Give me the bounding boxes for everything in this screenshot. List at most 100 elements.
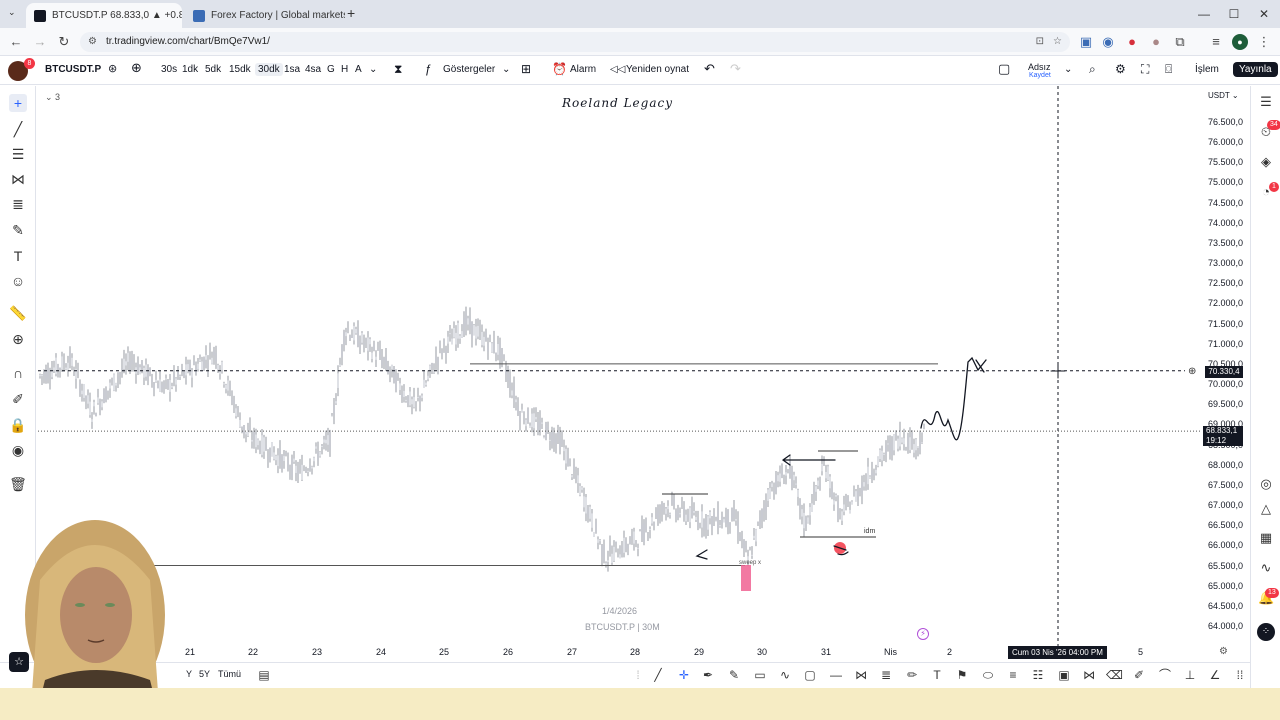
curve-tool-icon[interactable]: ⌒ (1158, 668, 1171, 682)
calendar-icon[interactable]: ▦ (1259, 530, 1273, 545)
apps-grid-icon[interactable]: ⁘ (1257, 623, 1275, 641)
event-lightning-icon[interactable]: ⚡ (917, 628, 929, 640)
trade-button[interactable]: İşlem (1195, 64, 1219, 75)
layout-save-label[interactable]: Kaydet (1029, 72, 1051, 79)
alarm-clock-icon[interactable]: ⏰ (552, 62, 567, 76)
angle-tool-icon[interactable]: ∠ (1209, 668, 1221, 682)
ellipse-tool-icon[interactable]: ⬭ (982, 668, 994, 682)
pulse-icon[interactable]: ∿ (1260, 560, 1272, 575)
interval-1dk[interactable]: 1dk (182, 64, 199, 75)
extensions-puzzle-icon[interactable]: ⧉ (1175, 34, 1185, 49)
layout-name[interactable]: Adsız (1028, 62, 1051, 72)
chevron-down-icon[interactable]: ⌄ (1064, 64, 1073, 75)
brush-icon[interactable]: ✎ (12, 222, 24, 238)
emoji-icon[interactable]: ☺ (10, 273, 26, 289)
currency-selector[interactable]: USDT ⌄ (1208, 91, 1239, 100)
quick-search-icon[interactable]: ⌕ (1089, 62, 1096, 76)
reload-icon[interactable]: ↻ (58, 34, 70, 49)
range-all[interactable]: Tümü (218, 669, 242, 679)
minimize-icon[interactable]: — (1198, 7, 1210, 21)
tab-search-icon[interactable]: ⌄ (8, 7, 16, 17)
crosshair-tool-icon[interactable]: ✛ (678, 668, 690, 682)
flag-tool-icon[interactable]: ⚑ (956, 668, 968, 682)
ideas-icon[interactable]: ◔ (1262, 184, 1270, 199)
symbol-search-button[interactable]: BTCUSDT.P (45, 64, 102, 75)
extension-icon[interactable]: ◉ (1102, 34, 1114, 49)
back-icon[interactable]: ← (9, 34, 23, 49)
browser-menu-icon[interactable]: ⋮ (1257, 34, 1271, 49)
warning-triangle-icon[interactable]: △ (1261, 501, 1271, 516)
visibility-eye-icon[interactable]: ◉ (11, 442, 25, 458)
zoom-in-icon[interactable]: ⊕ (12, 331, 24, 347)
undo-icon[interactable]: ↶ (704, 61, 715, 76)
candle-type-icon[interactable]: ⧗ (394, 62, 403, 76)
lock-drawing-mode-icon[interactable]: ✐ (12, 391, 24, 407)
layout-icon[interactable]: ▢ (998, 61, 1011, 76)
layers-icon[interactable]: ◈ (1261, 154, 1271, 169)
trendline-icon[interactable]: ╱ (13, 121, 23, 137)
replay-button[interactable]: Yeniden oynat (626, 64, 690, 75)
snapshot-camera-icon[interactable]: ⌼ (1165, 62, 1173, 76)
rectangle-tool-icon[interactable]: ▭ (754, 668, 766, 682)
forecast-tool-icon[interactable]: ☷ (1032, 668, 1044, 682)
ruler-icon[interactable]: 📏 (9, 305, 27, 321)
add-alert-plus-icon[interactable]: ⊕ (1188, 366, 1197, 377)
brush-tool-icon[interactable]: ✎ (728, 668, 740, 682)
fibonacci-icon[interactable]: ≣ (12, 196, 24, 212)
maximize-icon[interactable]: ☐ (1228, 7, 1240, 21)
fullscreen-icon[interactable]: ⛶ (1141, 62, 1150, 76)
pattern-tool-icon[interactable]: ⋈ (855, 668, 867, 682)
legend-collapse-toggle[interactable]: ⌄ 3 (45, 92, 61, 102)
highlighter-tool-icon[interactable]: ✐ (1133, 668, 1145, 682)
range-y[interactable]: Y (186, 669, 193, 679)
chevron-down-icon[interactable]: ⌄ (369, 64, 378, 75)
path-tool-icon[interactable]: ∿ (779, 668, 791, 682)
horizontal-lines-icon[interactable]: ☰ (11, 146, 25, 162)
tab-forex-factory[interactable]: Forex Factory | Global markets f ✕ (185, 3, 345, 28)
measure-tool-icon[interactable]: ⊥ (1184, 668, 1196, 682)
publish-button[interactable]: Yayınla (1233, 62, 1278, 77)
callout-tool-icon[interactable]: ▢ (804, 668, 816, 682)
favorites-star-icon[interactable]: ☆ (9, 652, 29, 672)
templates-icon[interactable]: ⊞ (521, 62, 532, 76)
user-avatar[interactable] (8, 61, 28, 81)
media-icon[interactable]: ≡ (1212, 34, 1220, 49)
indicators-button[interactable]: Göstergeler (443, 64, 496, 75)
horizontal-line-tool-icon[interactable]: — (830, 668, 842, 682)
indicators-icon[interactable]: ƒ (425, 62, 432, 76)
interval-1sa[interactable]: 1sa (284, 64, 301, 75)
profile-avatar[interactable]: ● (1232, 34, 1248, 50)
text-tool-icon[interactable]: T (933, 668, 941, 682)
pattern-icon[interactable]: ⋈ (11, 171, 25, 187)
text-tool-icon[interactable]: T (13, 248, 23, 264)
install-icon[interactable]: ⊡ (1035, 36, 1044, 47)
interval-h[interactable]: H (341, 64, 349, 75)
interval-30dk[interactable]: 30dk (255, 63, 283, 76)
lock-icon[interactable]: 🔒 (9, 417, 27, 433)
extension-icon[interactable]: ▣ (1079, 34, 1093, 49)
interval-30s[interactable]: 30s (161, 64, 178, 75)
interval-a[interactable]: A (355, 64, 362, 75)
interval-5dk[interactable]: 5dk (205, 64, 222, 75)
axis-settings-icon[interactable]: ⚙ (1219, 646, 1228, 657)
range-5y[interactable]: 5Y (199, 669, 211, 679)
list-tool-icon[interactable]: ≡ (1009, 668, 1017, 682)
symbol-settings-icon[interactable]: ⊛ (108, 63, 118, 75)
fib-tool-icon[interactable]: ≣ (880, 668, 892, 682)
bookmark-star-icon[interactable]: ☆ (1053, 36, 1062, 47)
tab-tradingview[interactable]: BTCUSDT.P 68.833,0 ▲ +0.87% ✕ (26, 3, 182, 28)
more-tools-icon[interactable]: ⁞⁞ (1236, 668, 1244, 682)
compare-symbol-icon[interactable]: ⊕ (131, 60, 142, 75)
xabcd-tool-icon[interactable]: ⋈ (1083, 668, 1095, 682)
crosshair-icon[interactable]: + (9, 94, 27, 112)
trash-icon[interactable]: 🗑 (9, 476, 27, 492)
image-tool-icon[interactable]: ▣ (1058, 668, 1070, 682)
interval-g[interactable]: G (327, 64, 335, 75)
magnet-icon[interactable]: ∩ (12, 365, 24, 381)
line-tool-icon[interactable]: ╱ (654, 668, 662, 682)
watchlist-icon[interactable]: ☰ (1260, 94, 1272, 109)
close-window-icon[interactable]: ✕ (1258, 7, 1270, 21)
forward-icon[interactable]: → (33, 34, 47, 49)
extension-icon[interactable]: ● (1152, 34, 1160, 49)
